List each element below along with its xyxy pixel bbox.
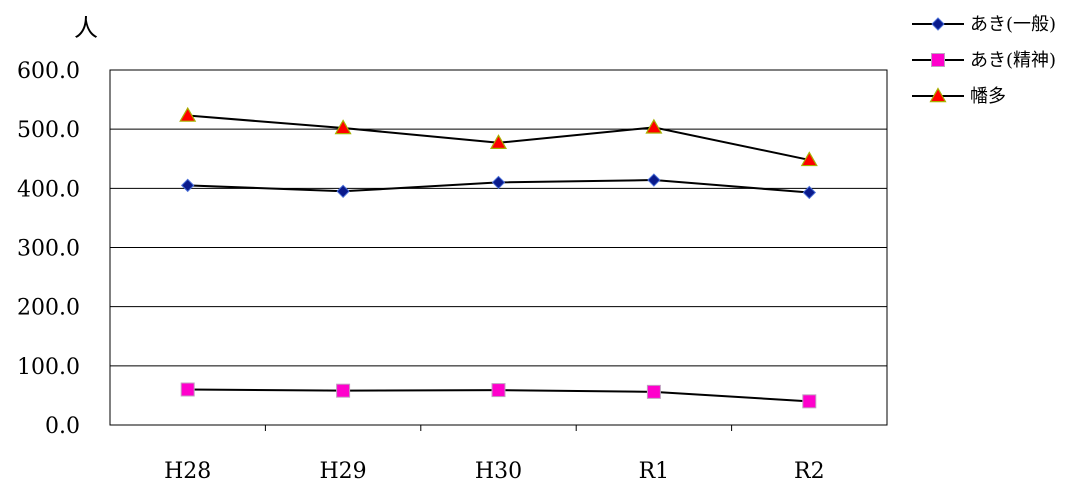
y-tick-label: 500.0 (17, 118, 80, 143)
data-point (182, 179, 194, 191)
data-point (337, 384, 350, 397)
y-tick-label: 300.0 (17, 237, 80, 262)
data-point (646, 120, 661, 133)
y-tick-label: 400.0 (17, 177, 80, 202)
data-point (181, 383, 194, 396)
y-tick-label: 200.0 (17, 296, 80, 321)
data-point (492, 384, 505, 397)
x-tick-label: R2 (794, 459, 825, 482)
data-point (180, 108, 195, 121)
y-tick-label: 100.0 (17, 355, 80, 380)
x-tick-label: H29 (320, 459, 367, 482)
y-tick-label: 600.0 (17, 59, 80, 84)
x-tick-label: R1 (639, 459, 670, 482)
y-tick-label: 0.0 (45, 414, 80, 439)
legend-marker (932, 18, 944, 30)
data-point (803, 395, 816, 408)
legend-marker (932, 54, 945, 67)
legend-label: あき(精神) (970, 50, 1056, 71)
legend-label: 幡多 (970, 86, 1006, 107)
data-point (647, 385, 660, 398)
data-point (493, 176, 505, 188)
data-point (648, 174, 660, 186)
x-tick-label: H30 (475, 459, 522, 482)
data-point (337, 185, 349, 197)
x-tick-label: H28 (164, 459, 211, 482)
y-unit-label: 人 (74, 14, 98, 42)
legend-label: あき(一般) (970, 14, 1056, 35)
